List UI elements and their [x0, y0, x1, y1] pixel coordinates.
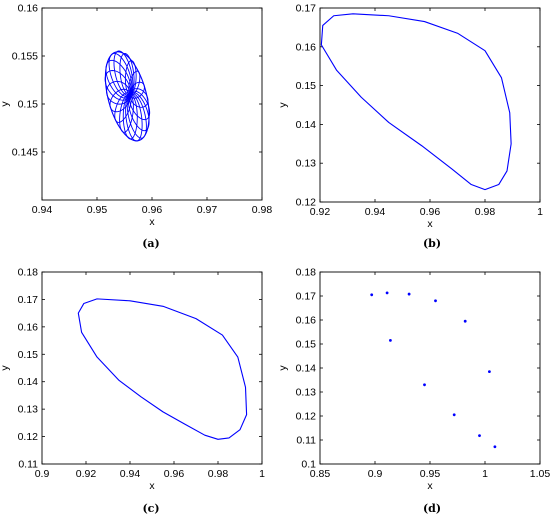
y-tick-label: 0.12	[296, 411, 317, 423]
y-tick-label: 0.17	[296, 291, 317, 303]
y-tick-label: 0.12	[18, 431, 39, 443]
data-point	[488, 370, 491, 373]
x-tick-label: 1	[259, 468, 265, 480]
x-tick-label: 0.94	[365, 206, 386, 218]
y-axis-label: y	[277, 365, 289, 371]
orbit-curve	[320, 13, 512, 191]
x-tick-label: 1	[482, 468, 488, 480]
y-axis-label: y	[277, 102, 289, 108]
x-tick-label: 0.85	[310, 468, 331, 480]
y-tick-label: 0.155	[12, 51, 38, 63]
data-point	[478, 434, 481, 438]
y-axis-label: y	[0, 365, 11, 371]
data-point	[389, 339, 392, 342]
x-tick-label: 0.98	[475, 206, 496, 218]
x-tick-label: 0.94	[120, 468, 141, 480]
y-axis-label: y	[0, 101, 11, 107]
y-tick-label: 0.16	[296, 315, 317, 327]
x-tick-label: 0.9	[35, 468, 50, 480]
panel-caption: (c)	[142, 502, 159, 515]
plot-frame	[319, 271, 541, 465]
y-tick-label: 0.18	[296, 267, 317, 279]
panel-d: 0.85 0.9 0.95 1 1.05 0.1 0.11 0.12 0.13 0.14 0.15 0…	[277, 267, 550, 516]
y-tick-label: 0.15	[296, 80, 317, 92]
y-tick-label: 0.15	[296, 339, 317, 351]
y-tick-label: 0.13	[18, 404, 39, 416]
x-tick-label: 0.95	[420, 468, 441, 480]
x-tick-label: 0.9	[368, 468, 383, 480]
x-tick-label: 0.96	[420, 206, 441, 218]
orbit-curve	[77, 298, 248, 440]
plot-frame	[41, 7, 263, 201]
x-tick-label: 0.98	[252, 204, 273, 216]
y-tick-label: 0.14	[296, 363, 317, 375]
x-axis-label: x	[149, 216, 155, 228]
x-tick-label: 0.96	[164, 468, 185, 480]
y-tick-label: 0.11	[296, 435, 316, 447]
y-tick-label: 0.1	[301, 459, 316, 471]
x-axis-label: x	[427, 480, 433, 492]
x-tick-label: 1.05	[530, 468, 550, 480]
data-point	[370, 293, 374, 297]
y-tick-label: 0.16	[296, 41, 317, 53]
y-tick-label: 0.145	[12, 147, 38, 159]
plot-frame	[319, 7, 541, 203]
panel-b: 0.92 0.94 0.96 0.98 1 0.12 0.13 0.14 0.15 0.16 0.1…	[277, 3, 543, 251]
orbit-envelope	[104, 51, 150, 142]
panel-caption: (d)	[423, 502, 441, 515]
x-tick-label: 0.97	[197, 204, 218, 216]
y-tick-label: 0.17	[18, 294, 39, 306]
y-tick-label: 0.15	[18, 99, 39, 111]
panel-caption: (a)	[142, 237, 160, 250]
panel-caption: (b)	[423, 237, 441, 250]
plot-frame	[41, 271, 263, 465]
x-tick-label: 0.92	[310, 206, 331, 218]
data-point	[385, 291, 389, 295]
y-tick-label: 0.14	[18, 376, 39, 388]
y-tick-label: 0.15	[18, 349, 39, 361]
y-tick-label: 0.18	[18, 267, 39, 279]
y-tick-label: 0.17	[296, 3, 317, 15]
x-axis-label: x	[427, 218, 433, 230]
data-point	[463, 319, 467, 323]
orbit-curve	[125, 93, 143, 142]
x-tick-label: 0.96	[142, 204, 163, 216]
x-tick-label: 0.95	[87, 204, 108, 216]
data-point	[407, 292, 411, 296]
y-tick-label: 0.13	[296, 387, 317, 399]
data-point	[434, 299, 437, 303]
x-tick-label: 0.98	[208, 468, 229, 480]
x-tick-label: 1	[537, 206, 543, 218]
data-point	[423, 383, 426, 387]
x-tick-label: 0.92	[76, 468, 97, 480]
x-tick-label: 0.94	[32, 204, 53, 216]
y-tick-label: 0.12	[296, 197, 317, 209]
y-tick-label: 0.16	[18, 3, 39, 15]
y-tick-label: 0.11	[18, 459, 38, 471]
data-point	[452, 413, 456, 417]
panel-c: 0.9 0.92 0.94 0.96 0.98 1 0.11 0.12 0.13 0.14 0.15…	[0, 267, 265, 516]
x-axis-label: x	[149, 480, 155, 492]
y-tick-label: 0.14	[296, 119, 317, 131]
data-point	[493, 445, 497, 449]
y-tick-label: 0.16	[18, 321, 39, 333]
panel-a: 0.94 0.95 0.96 0.97 0.98 0.145 0.15 0.155 0.16 x y…	[0, 3, 272, 251]
y-tick-label: 0.13	[296, 158, 317, 170]
